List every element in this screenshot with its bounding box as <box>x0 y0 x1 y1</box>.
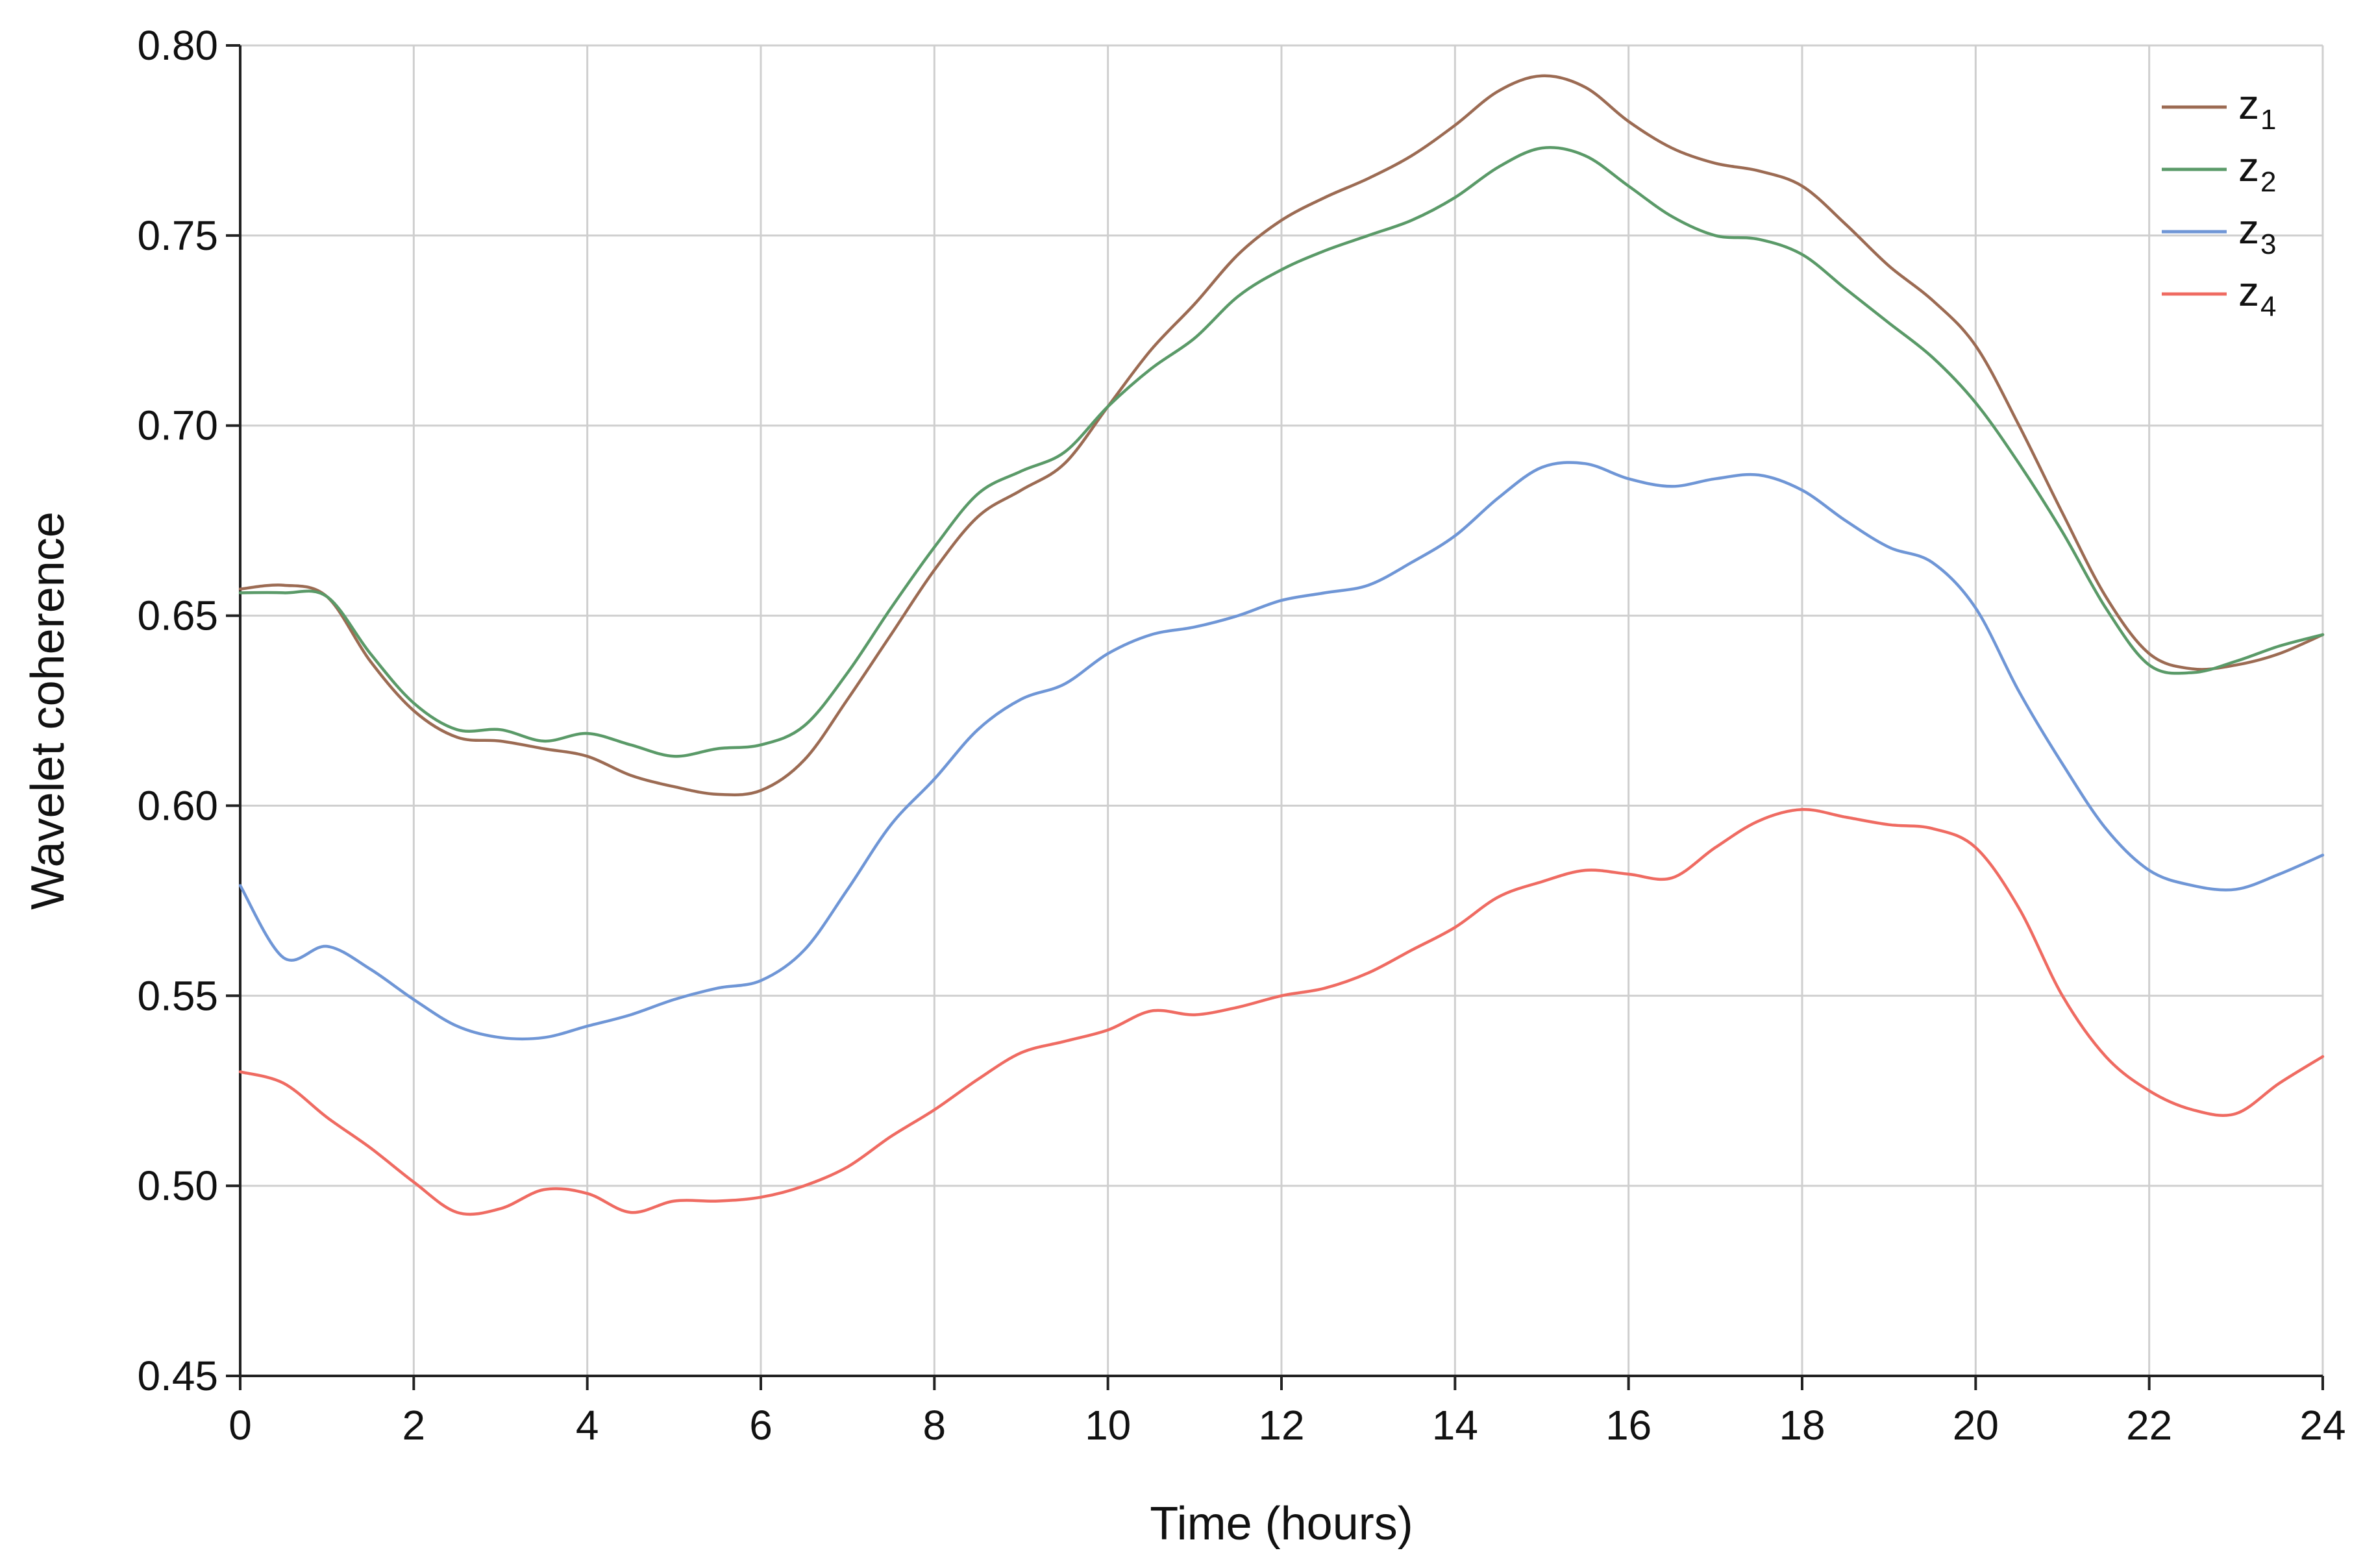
y-tick-label: 0.50 <box>137 1162 218 1209</box>
series-lines <box>238 74 2325 1216</box>
x-axis-title: Time (hours) <box>1150 1498 1413 1550</box>
axes: 0 2 4 6 8 10 12 14 16 18 20 22 240.450.500.550.600.6… <box>137 22 2345 1449</box>
y-tick-label: 0.65 <box>137 593 218 639</box>
x-tick-label: 2 <box>402 1402 426 1449</box>
x-tick-label: 4 <box>576 1402 599 1449</box>
x-tick-label: 12 <box>1258 1402 1304 1449</box>
x-tick-label: 0 <box>229 1402 252 1449</box>
x-tick-label: 10 <box>1085 1402 1131 1449</box>
legend-label-z2: z2 <box>2238 143 2276 198</box>
x-tick-label: 22 <box>2126 1402 2172 1449</box>
grid <box>239 44 2324 1377</box>
series-line-z2 <box>238 146 2325 758</box>
y-tick-label: 0.70 <box>137 402 218 449</box>
series-line-z3 <box>238 461 2325 1041</box>
legend-label-z1: z1 <box>2238 81 2276 136</box>
series-line-z1 <box>238 74 2325 796</box>
y-tick-label: 0.80 <box>137 22 218 69</box>
x-tick-label: 20 <box>1953 1402 1999 1449</box>
y-tick-label: 0.45 <box>137 1353 218 1399</box>
legend-label-z3: z3 <box>2238 206 2276 260</box>
y-tick-label: 0.55 <box>137 972 218 1019</box>
y-tick-label: 0.60 <box>137 782 218 829</box>
legend-label-z4: z4 <box>2238 268 2276 323</box>
x-tick-label: 16 <box>1605 1402 1652 1449</box>
legend: z1 z2 z3 z4 <box>2162 81 2276 323</box>
series-line-z4 <box>238 808 2325 1216</box>
x-tick-label: 6 <box>749 1402 773 1449</box>
y-axis-title: Wavelet coherence <box>22 511 74 910</box>
x-tick-label: 18 <box>1779 1402 1825 1449</box>
x-tick-label: 8 <box>923 1402 946 1449</box>
x-tick-label: 24 <box>2299 1402 2345 1449</box>
y-tick-label: 0.75 <box>137 212 218 259</box>
x-tick-label: 14 <box>1432 1402 1478 1449</box>
